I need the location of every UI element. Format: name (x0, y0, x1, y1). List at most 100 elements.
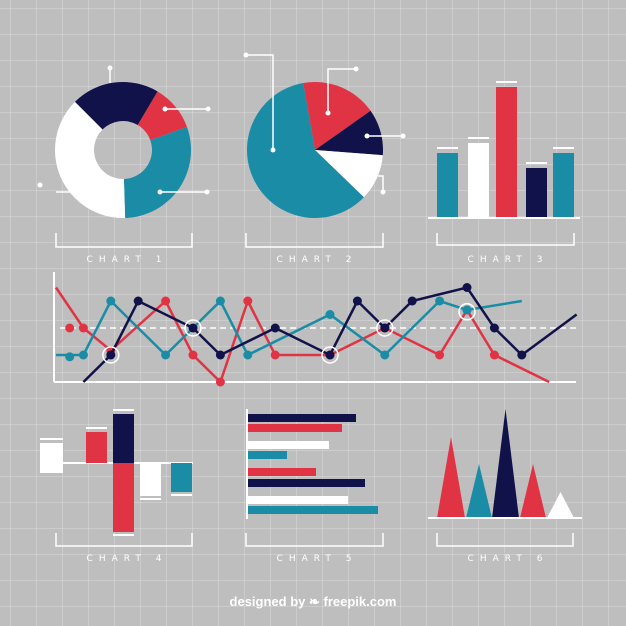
callout-dot (107, 65, 113, 71)
data-point-red (78, 323, 88, 333)
data-point-teal (161, 350, 171, 360)
callout-dot (204, 189, 210, 195)
data-point-teal (215, 296, 225, 306)
data-point-red (161, 296, 171, 306)
chart-6-label: CHART 6 (468, 554, 549, 564)
data-point-red (188, 350, 198, 360)
data-point-navy (407, 296, 417, 306)
pie-slice-teal (247, 83, 364, 218)
chart-4-bracket (55, 533, 193, 547)
callout-dot (364, 133, 370, 139)
callout-dot (270, 147, 276, 153)
hbar-navy (247, 479, 365, 487)
data-point-teal (106, 296, 116, 306)
data-point-red (489, 350, 499, 360)
data-point-teal (78, 350, 88, 360)
bar-white (468, 143, 489, 218)
hbar-red (247, 468, 316, 476)
bar-navy (113, 414, 134, 463)
bar-teal (437, 153, 458, 218)
data-point-navy (188, 323, 198, 333)
data-point-navy (517, 350, 527, 360)
bar-white (140, 463, 161, 496)
peak-teal (466, 464, 492, 518)
pie-slice-red (303, 82, 371, 150)
freepik-credit: designed by ❧ freepik.com (229, 594, 397, 609)
chart-5-bracket (245, 533, 384, 547)
callout-dot (37, 182, 43, 188)
hbar-white (247, 496, 348, 504)
peak-red (437, 437, 465, 518)
data-point-navy (133, 296, 143, 306)
callout-dot (400, 133, 406, 139)
callout-dot (243, 52, 249, 58)
data-point-red (65, 323, 75, 333)
callout-dot (380, 189, 386, 195)
callout-line (246, 54, 274, 150)
highlight-ring (376, 319, 394, 337)
bar-teal (171, 463, 192, 492)
data-point-red (215, 377, 225, 387)
data-point-navy (106, 350, 116, 360)
chart-1-bracket (55, 233, 193, 248)
hbar-teal (247, 451, 287, 459)
bar-navy (526, 168, 547, 218)
chart-1-label: CHART 1 (87, 255, 168, 265)
pie-slice-white (315, 150, 383, 198)
callout-line (378, 175, 384, 192)
data-point-navy (462, 283, 472, 292)
hbar-teal (247, 506, 378, 514)
donut-slice-teal (123, 126, 191, 218)
donut-slice-navy (74, 82, 158, 130)
data-point-navy (489, 323, 499, 333)
chart-3-bracket (436, 233, 575, 246)
chart-2-bracket (245, 233, 384, 248)
hbar-white (247, 441, 329, 449)
callout-line (327, 68, 356, 113)
chart-5-label: CHART 5 (277, 554, 358, 564)
highlight-ring (184, 319, 202, 337)
highlight-ring (458, 303, 476, 321)
bar-white (40, 443, 63, 473)
data-point-navy (270, 323, 280, 333)
data-point-red (270, 350, 280, 360)
data-point-teal (462, 305, 472, 315)
data-point-red (435, 350, 445, 360)
donut-slice-white (54, 101, 126, 218)
callout-dot (325, 110, 331, 116)
data-point-teal (435, 296, 445, 306)
hbar-red (247, 424, 342, 432)
bar-red (113, 463, 134, 532)
callout-dot (205, 106, 211, 112)
highlight-ring (321, 346, 339, 364)
data-point-red (243, 296, 253, 306)
data-point-teal (243, 350, 253, 360)
bar-red (86, 432, 107, 463)
chart-4-label: CHART 4 (87, 554, 168, 564)
data-point-navy (352, 296, 362, 306)
bar-red (496, 87, 517, 218)
donut-slice-red (137, 91, 187, 141)
highlight-ring (102, 346, 120, 364)
series-line-navy (82, 286, 578, 383)
bar-teal (553, 153, 574, 218)
peak-white (547, 492, 574, 518)
data-point-navy (380, 323, 390, 333)
callout-dot (157, 189, 163, 195)
callout-dot (162, 106, 168, 112)
chart-3-label: CHART 3 (468, 255, 549, 265)
data-point-navy (325, 350, 335, 360)
peak-red (520, 464, 546, 518)
peak-navy (492, 409, 519, 518)
data-point-teal (325, 310, 335, 319)
callout-dot (353, 66, 359, 72)
data-point-teal (380, 350, 390, 360)
pie-slice-navy (315, 110, 383, 156)
data-point-teal (65, 352, 75, 362)
chart-6-bracket (436, 533, 574, 547)
chart-2-label: CHART 2 (277, 255, 358, 265)
data-point-navy (215, 350, 225, 360)
hbar-navy (247, 414, 356, 422)
